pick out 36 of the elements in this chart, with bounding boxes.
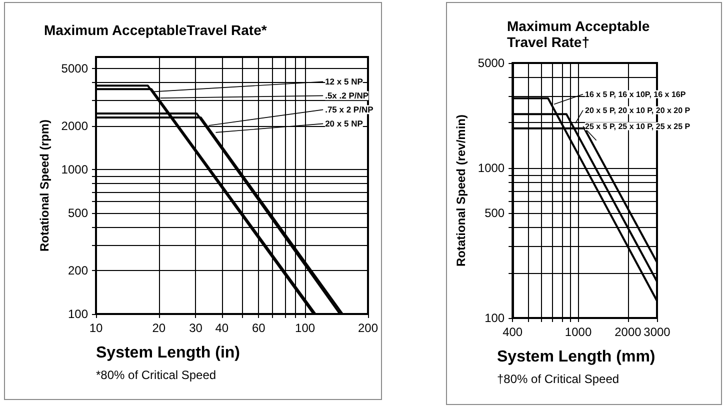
chart-title: Maximum AcceptableTravel Rate* xyxy=(44,22,268,38)
y-tick-label: 100 xyxy=(484,311,505,325)
x-tick-label: 30 xyxy=(189,321,203,335)
text: *80% of Critical Speed xyxy=(96,368,216,382)
y-tick-label: 5000 xyxy=(478,56,505,70)
y-tick-label: 2000 xyxy=(61,118,88,133)
x-tick-label: 2000 xyxy=(614,325,642,339)
x-tick-label: 60 xyxy=(252,321,266,335)
x-axis-title: System Length (in) xyxy=(96,344,240,362)
x-tick-label: 10 xyxy=(89,321,103,335)
legend-label: 16 x 5 P, 16 x 10P, 16 x 16P xyxy=(585,90,686,99)
text: 20 x 5 NP xyxy=(325,118,364,129)
y-axis-title: Rotational Speed (rpm) xyxy=(37,119,52,252)
y-tick-label: 200 xyxy=(68,263,88,278)
y-axis-title: Rotational Speed (rev/min) xyxy=(454,114,468,267)
x-tick-label: 400 xyxy=(502,325,523,339)
x-tick-label: 40 xyxy=(215,321,229,335)
text: .5x .2 P/NP xyxy=(325,90,369,101)
x-axis-title: System Length (mm) xyxy=(497,348,656,366)
x-tick-label: 1000 xyxy=(564,325,592,339)
x-tick-label: 20 xyxy=(152,321,166,335)
x-tick-label: 100 xyxy=(295,321,316,335)
series-label: 25 x 5 P, 25 x 10 P, 25 x 25 P xyxy=(585,122,691,131)
x-tick-label: 200 xyxy=(358,321,378,335)
text: .75 x 2 P/NP xyxy=(325,104,374,115)
y-tick-label: 500 xyxy=(68,206,88,220)
y-tick-label: 500 xyxy=(484,206,505,220)
y-tick-label: 1000 xyxy=(478,160,505,175)
text: 20 x 5 P, 20 x 10 P, 20 x 20 P xyxy=(585,106,691,115)
y-tick-label: 5000 xyxy=(61,61,88,76)
chart-title: Maximum Acceptable Travel Rate† xyxy=(507,18,650,50)
y-tick-label: 1000 xyxy=(61,162,88,176)
y-tick-label: 100 xyxy=(68,307,88,321)
x-tick-label: 3000 xyxy=(644,325,671,339)
text: 12 x 5 NP xyxy=(325,76,364,87)
text: †80% of Critical Speed xyxy=(497,372,620,386)
